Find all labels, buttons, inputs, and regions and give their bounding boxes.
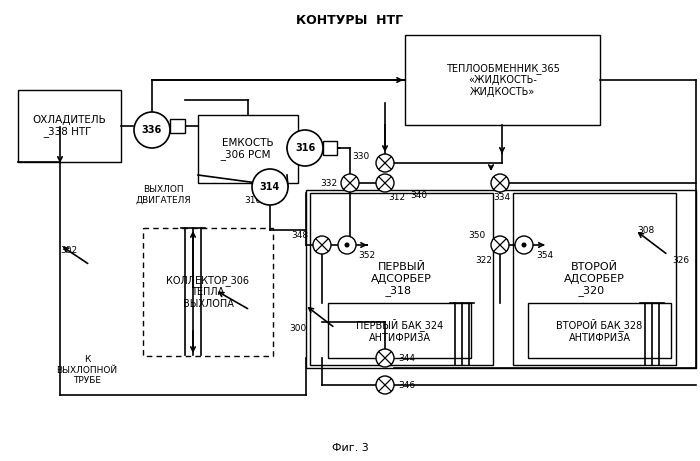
- Circle shape: [515, 236, 533, 254]
- Text: 308: 308: [637, 225, 654, 235]
- Text: КОНТУРЫ  НТГ: КОНТУРЫ НТГ: [296, 14, 404, 27]
- Bar: [405, 35, 600, 125]
- Circle shape: [313, 236, 331, 254]
- Text: 316: 316: [295, 143, 315, 153]
- Text: 314: 314: [260, 182, 280, 192]
- Circle shape: [134, 112, 170, 148]
- Text: 352: 352: [358, 250, 375, 260]
- Bar: [170, 119, 185, 133]
- Circle shape: [287, 130, 323, 166]
- Circle shape: [344, 242, 349, 248]
- Circle shape: [376, 154, 394, 172]
- Text: ВТОРОЙ БАК ̲328
АНТИФРИЗА: ВТОРОЙ БАК ̲328 АНТИФРИЗА: [556, 318, 643, 343]
- Text: ВТОРОЙ
АДСОРБЕР
̲320: ВТОРОЙ АДСОРБЕР ̲320: [564, 262, 625, 296]
- Text: ВЫХЛОП
ДВИГАТЕЛЯ: ВЫХЛОП ДВИГАТЕЛЯ: [135, 185, 191, 205]
- Bar: [328, 303, 471, 358]
- Text: 346: 346: [398, 380, 415, 390]
- Text: 322: 322: [475, 255, 492, 265]
- Text: К
ВЫХЛОПНОЙ
ТРУБЕ: К ВЫХЛОПНОЙ ТРУБЕ: [57, 355, 118, 385]
- Text: 344: 344: [398, 354, 415, 362]
- Text: ПЕРВЫЙ БАК ̲324
АНТИФРИЗА: ПЕРВЫЙ БАК ̲324 АНТИФРИЗА: [356, 318, 443, 343]
- Text: 334: 334: [494, 193, 510, 201]
- Bar: [528, 303, 671, 358]
- Text: 332: 332: [320, 178, 337, 188]
- Circle shape: [338, 236, 356, 254]
- Text: ОХЛАДИТЕЛЬ
̲338 НТГ: ОХЛАДИТЕЛЬ ̲338 НТГ: [33, 115, 106, 137]
- Text: ТЕПЛООБМЕННИК ̲365
«ЖИДКОСТЬ-
ЖИДКОСТЬ»: ТЕПЛООБМЕННИК ̲365 «ЖИДКОСТЬ- ЖИДКОСТЬ»: [446, 63, 559, 97]
- Bar: [143, 228, 273, 356]
- Circle shape: [252, 169, 288, 205]
- Circle shape: [341, 174, 359, 192]
- Text: 336: 336: [142, 125, 162, 135]
- Circle shape: [491, 174, 509, 192]
- Circle shape: [491, 236, 509, 254]
- Text: Фиг. 3: Фиг. 3: [332, 443, 368, 453]
- Text: ЕМКОСТЬ
̲306 РСМ: ЕМКОСТЬ ̲306 РСМ: [222, 138, 274, 160]
- Bar: [18, 90, 121, 162]
- Circle shape: [376, 376, 394, 394]
- Bar: [310, 193, 493, 365]
- Circle shape: [376, 174, 394, 192]
- Text: 302: 302: [60, 246, 77, 254]
- Text: 354: 354: [536, 250, 553, 260]
- Text: ПЕРВЫЙ
АДСОРБЕР
̲318: ПЕРВЫЙ АДСОРБЕР ̲318: [371, 262, 432, 296]
- Circle shape: [522, 242, 526, 248]
- Text: 300: 300: [289, 324, 307, 332]
- Text: 312: 312: [388, 193, 405, 201]
- Text: КОЛЛЕКТОР ̲306
ТЕПЛА
ВЫХЛОПА: КОЛЛЕКТОР ̲306 ТЕПЛА ВЫХЛОПА: [167, 275, 249, 309]
- Text: 350: 350: [469, 230, 486, 240]
- Circle shape: [376, 349, 394, 367]
- Text: 330: 330: [353, 152, 370, 160]
- Text: 348: 348: [291, 230, 308, 240]
- Bar: [513, 193, 676, 365]
- Text: 326: 326: [672, 255, 689, 265]
- Bar: [306, 190, 696, 368]
- Text: 340: 340: [410, 190, 427, 200]
- Text: 310: 310: [245, 195, 262, 205]
- Bar: [198, 115, 298, 183]
- Bar: [323, 141, 337, 155]
